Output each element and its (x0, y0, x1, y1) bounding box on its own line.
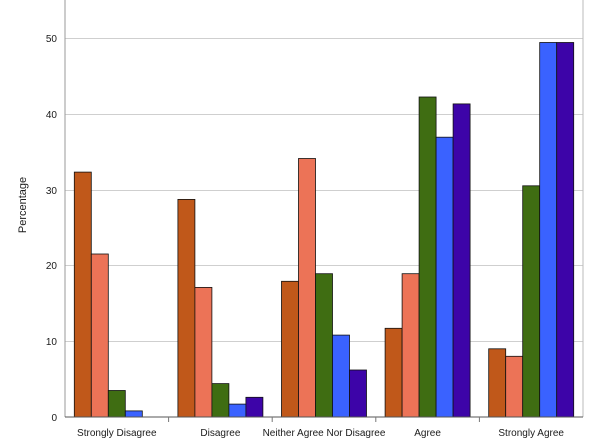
bar-neither-agree-nor-disagree-series-2 (298, 158, 316, 418)
bar-agree-series-5 (452, 103, 471, 418)
bar-strongly-disagree-series-3 (107, 390, 126, 418)
x-category-label: Disagree (200, 428, 240, 439)
bar-disagree-series-5 (245, 396, 264, 418)
gridlines (65, 38, 583, 342)
y-tick-label: 50 (46, 34, 58, 45)
bars (73, 42, 575, 418)
bar-agree-series-3 (418, 96, 437, 418)
bar-agree-series-4 (435, 136, 454, 418)
bar-strongly-disagree-series-4 (124, 410, 143, 418)
y-tick-label: 20 (46, 261, 58, 272)
bar-disagree-series-2 (194, 286, 213, 418)
y-tick-label: 30 (46, 186, 58, 197)
x-category-label: Strongly Agree (498, 428, 564, 439)
y-tick-label: 0 (51, 413, 57, 424)
bar-strongly-agree-series-4 (539, 42, 558, 418)
bar-strongly-disagree-series-2 (90, 253, 109, 418)
bar-strongly-agree-series-2 (505, 355, 524, 418)
bar-agree-series-2 (401, 273, 420, 418)
bar-strongly-disagree-series-1 (73, 171, 92, 418)
y-tick-label: 10 (46, 337, 58, 348)
bar-strongly-agree-series-1 (488, 348, 507, 418)
bar-strongly-agree-series-3 (522, 185, 541, 418)
bar-neither-agree-nor-disagree-series-5 (349, 369, 367, 418)
bar-neither-agree-nor-disagree-series-3 (315, 273, 333, 418)
y-tick-label: 40 (46, 110, 58, 121)
bar-neither-agree-nor-disagree-series-1 (281, 280, 299, 418)
y-axis-title: Percentage (17, 177, 29, 233)
bar-disagree-series-4 (228, 403, 247, 418)
bar-disagree-series-3 (211, 383, 230, 418)
bar-agree-series-1 (384, 327, 403, 418)
bar-neither-agree-nor-disagree-series-4 (332, 334, 350, 418)
x-axis-categories: Strongly Disagree Disagree Neither Agree N… (77, 417, 564, 439)
bar-disagree-series-1 (177, 198, 196, 418)
x-category-label: Neither Agree Nor Disagree (263, 428, 386, 439)
x-category-label: Strongly Disagree (77, 428, 157, 439)
y-axis-ticks: 0 10 20 30 40 50 (46, 34, 58, 424)
x-category-label: Agree (414, 428, 441, 439)
bar-strongly-agree-series-5 (556, 42, 575, 418)
